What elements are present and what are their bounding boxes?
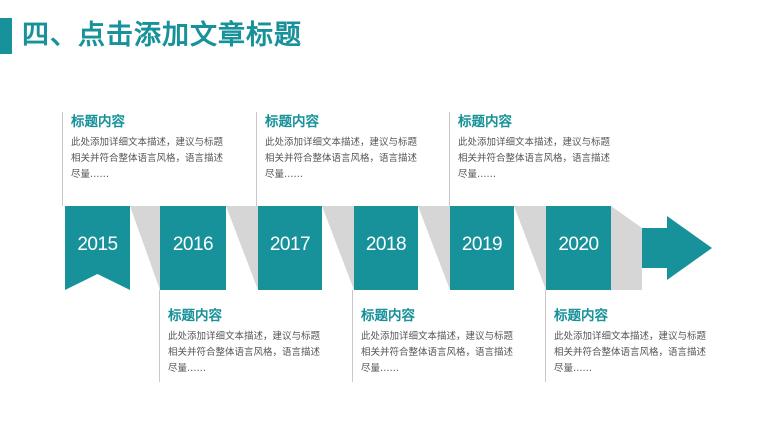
year-block-2016 [160, 206, 226, 290]
timeline-entry-2018: 标题内容 此处添加详细文本描述，建议与标题相关并符合整体语言风格，语言描述尽量…… [352, 290, 513, 382]
entry-title: 标题内容 [71, 114, 125, 130]
connector-3 [322, 206, 354, 290]
timeline-entry-2015: 标题内容 此处添加详细文本描述，建议与标题相关并符合整体语言风格，语言描述尽量…… [62, 112, 224, 206]
page-title: 四、点击添加文章标题 [22, 20, 302, 51]
year-block-2018 [354, 206, 418, 290]
connector-1 [130, 206, 160, 290]
year-block-2020 [546, 206, 611, 290]
timeline-entry-2016: 标题内容 此处添加详细文本描述，建议与标题相关并符合整体语言风格，语言描述尽量…… [159, 290, 320, 382]
entry-description: 此处添加详细文本描述，建议与标题相关并符合整体语言风格，语言描述尽量…… [71, 137, 224, 180]
year-label: 2015 [77, 234, 117, 255]
year-label: 2016 [173, 234, 213, 255]
connector-2 [226, 206, 258, 290]
year-label: 2017 [270, 234, 310, 255]
year-label: 2020 [558, 234, 598, 255]
entry-title: 标题内容 [168, 308, 222, 324]
timeline-entry-2017: 标题内容 此处添加详细文本描述，建议与标题相关并符合整体语言风格，语言描述尽量…… [256, 112, 418, 206]
year-block-2017 [258, 206, 322, 290]
entry-description: 此处添加详细文本描述，建议与标题相关并符合整体语言风格，语言描述尽量…… [361, 331, 514, 374]
entry-title: 标题内容 [554, 308, 608, 324]
year-label: 2019 [462, 234, 502, 255]
connector-5 [514, 206, 546, 290]
year-block-2019 [450, 206, 514, 290]
timeline-arrow-icon [642, 216, 712, 280]
entry-title: 标题内容 [361, 308, 415, 324]
entry-description: 此处添加详细文本描述，建议与标题相关并符合整体语言风格，语言描述尽量…… [554, 331, 707, 374]
year-block-2015 [65, 206, 130, 290]
entry-description: 此处添加详细文本描述，建议与标题相关并符合整体语言风格，语言描述尽量…… [458, 137, 611, 180]
year-label: 2018 [366, 234, 406, 255]
entry-description: 此处添加详细文本描述，建议与标题相关并符合整体语言风格，语言描述尽量…… [265, 137, 418, 180]
connector-6 [611, 206, 642, 290]
timeline-entry-2019: 标题内容 此处添加详细文本描述，建议与标题相关并符合整体语言风格，语言描述尽量…… [449, 112, 611, 206]
timeline-entry-2020: 标题内容 此处添加详细文本描述，建议与标题相关并符合整体语言风格，语言描述尽量…… [545, 290, 706, 382]
title-accent-bar [0, 18, 12, 54]
timeline-connectors [130, 206, 642, 290]
entry-title: 标题内容 [458, 114, 512, 130]
entry-description: 此处添加详细文本描述，建议与标题相关并符合整体语言风格，语言描述尽量…… [168, 331, 321, 374]
entry-title: 标题内容 [265, 114, 319, 130]
connector-4 [418, 206, 450, 290]
